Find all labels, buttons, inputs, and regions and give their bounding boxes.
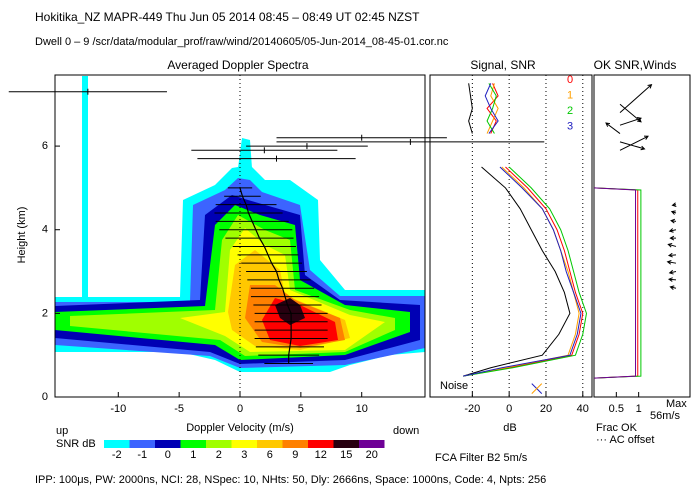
signal-line <box>462 83 571 377</box>
colorbar-box <box>104 440 130 448</box>
filter-label: FCA Filter B2 5m/s <box>435 452 528 464</box>
axes-frame <box>429 74 593 398</box>
colorbar-tick-label: 0 <box>165 449 171 461</box>
x-tick-label: 40 <box>577 403 589 415</box>
x-tick-label: 0 <box>506 403 512 415</box>
legend-entry: 1 <box>567 89 573 101</box>
max-value: 56m/s <box>650 410 680 422</box>
colorbar-box <box>257 440 283 448</box>
header-line2: Dwell 0 – 9 /scr/data/modular_prof/raw/w… <box>35 36 449 48</box>
x-axis-label: Doppler Velocity (m/s) <box>186 422 294 434</box>
wind-arrow <box>666 259 677 265</box>
y-tick-label: 6 <box>42 140 48 152</box>
colorbar-box <box>206 440 232 448</box>
colorbar-box <box>129 440 155 448</box>
colorbar-tick-label: 9 <box>292 449 298 461</box>
wind-arrow <box>667 242 677 248</box>
colorbar-tick-label: 20 <box>366 449 378 461</box>
contour <box>82 76 88 298</box>
legend-entry: 3 <box>567 120 573 132</box>
colorbar-box <box>333 440 359 448</box>
colorbar-tick-label: 1 <box>190 449 196 461</box>
colorbar-tick-label: 3 <box>241 449 247 461</box>
wind-arrow <box>669 235 676 241</box>
x-axis-label: dB <box>503 422 516 434</box>
colorbar-tick-label: 12 <box>315 449 327 461</box>
colorbar-tick-label: -2 <box>112 449 122 461</box>
footer: IPP: 100μs, PW: 2000ns, NCI: 28, NSpec: … <box>35 474 546 486</box>
offset-label: ··· AC offset <box>596 434 654 446</box>
noise-mark <box>531 383 543 394</box>
noise-label: Noise <box>440 380 468 392</box>
y-tick-label: 0 <box>42 391 48 403</box>
wind-arrow <box>619 83 653 114</box>
y-tick-label: 4 <box>42 224 48 236</box>
colorbar-tick-label: 15 <box>340 449 352 461</box>
wind-arrow <box>670 218 677 224</box>
wind-arrow <box>668 269 677 275</box>
wind-arrow <box>668 228 677 233</box>
snr-line <box>463 83 582 377</box>
panel-title: Averaged Doppler Spectra <box>167 58 309 72</box>
colorbar-box <box>180 440 206 448</box>
panel-title: OK SNR,Winds <box>594 58 677 72</box>
frac-line <box>593 187 637 379</box>
frac-label: Frac OK <box>596 422 638 434</box>
wind-arrow <box>667 277 677 282</box>
x-tick-label: 10 <box>356 403 368 415</box>
x-tick-label: 1 <box>636 403 642 415</box>
colorbar-label: SNR dB <box>56 438 96 450</box>
wind-arrow <box>619 135 649 151</box>
wind-arrow <box>667 252 677 258</box>
x-tick-label: -5 <box>174 403 184 415</box>
colorbar-box <box>155 440 181 448</box>
colorbar-box <box>359 440 385 448</box>
axes-frame <box>593 74 691 398</box>
x-tick-label: 0.5 <box>609 403 624 415</box>
wind-arrow <box>671 202 677 208</box>
wind-arrow <box>670 210 677 215</box>
x-tick-label: -10 <box>110 403 126 415</box>
snr-line <box>463 83 587 377</box>
colorbar-tick-label: 2 <box>216 449 222 461</box>
y-axis-label: Height (km) <box>16 207 28 264</box>
header-line1: Hokitika_NZ MAPR-449 Thu Jun 05 2014 08:… <box>35 10 420 24</box>
right-label: down <box>393 425 419 437</box>
mean-velocity <box>239 187 292 364</box>
legend-entry: 2 <box>567 105 573 117</box>
colorbar-box <box>231 440 257 448</box>
wind-arrow <box>619 141 646 151</box>
panel-title: Signal, SNR <box>470 58 536 72</box>
legend-entry: 0 <box>567 74 573 86</box>
x-tick-label: 5 <box>298 403 304 415</box>
wind-arrow <box>605 122 621 134</box>
x-tick-label: 0 <box>237 403 243 415</box>
colorbar-tick-label: 6 <box>267 449 273 461</box>
left-label: up <box>56 425 68 437</box>
colorbar-box <box>282 440 308 448</box>
colorbar-tick-label: -1 <box>137 449 147 461</box>
x-tick-label: -20 <box>464 403 480 415</box>
wind-arrow <box>669 285 677 290</box>
wind-arrow <box>619 103 642 123</box>
colorbar-box <box>308 440 334 448</box>
x-tick-label: 20 <box>540 403 552 415</box>
y-tick-label: 2 <box>42 307 48 319</box>
contour <box>238 138 252 168</box>
max-label: Max <box>666 398 687 410</box>
